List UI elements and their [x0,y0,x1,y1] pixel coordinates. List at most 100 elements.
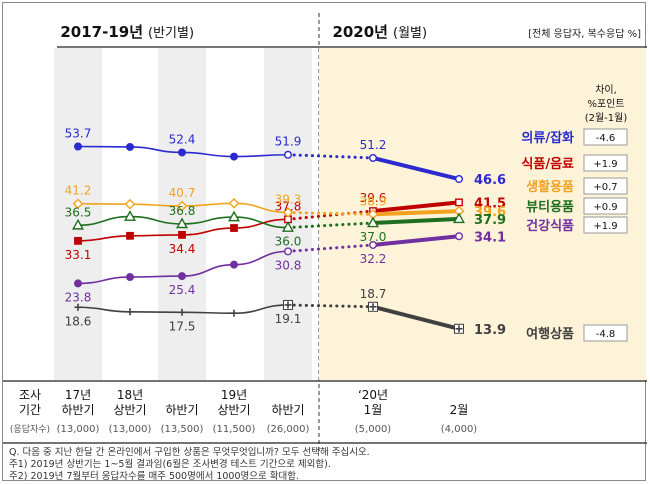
diff-box [583,154,628,172]
data-label: 51.2 [360,138,387,152]
series-monthly-line [372,156,460,181]
series-monthly-line [372,200,460,214]
data-point [230,224,238,232]
diff-box [583,324,628,342]
data-label: 36.5 [65,205,92,219]
data-label: 18.7 [360,287,387,301]
data-label: 40.7 [169,186,196,200]
data-point [126,308,134,316]
footnote-1: 주1) 2019년 상반기는 1~5월 결과임(6월은 조사변경 테스트 기간으… [9,458,331,470]
data-point [177,272,186,281]
data-point [282,221,294,232]
data-point [125,273,134,282]
data-label: 23.8 [65,290,92,304]
data-point [73,279,82,288]
x-tick-label: 상반기 [113,403,146,417]
data-label: 33.1 [65,248,92,262]
data-point [455,175,464,184]
sample-size: (11,500) [213,424,256,435]
x-axis-title-line2: 기간 [19,403,41,417]
data-label: 19.1 [275,312,302,326]
data-point [284,247,293,256]
sample-size: (13,000) [109,424,152,435]
period2-title: 2020년 [332,23,388,41]
diff-value: +1.9 [593,159,617,170]
x-axis-sample-title: (응답자수) [10,423,50,435]
legend-series-name: 건강식품 [526,218,574,234]
data-point [230,309,238,317]
data-label: 17.5 [169,319,196,333]
diff-header-line3: (2월-1월) [585,112,628,124]
data-label: 52.4 [169,132,196,146]
data-point [124,198,136,210]
legend-series-name: 의류/잡화 [521,130,574,146]
data-point [455,198,463,207]
data-label: 37.8 [275,199,302,213]
series-gap-dots [286,303,375,309]
data-point [228,210,240,222]
diff-box [583,197,628,215]
data-label: 39.6 [474,205,506,220]
data-label: 41.2 [65,184,92,198]
data-point [455,232,464,241]
data-label: 37.9 [474,213,506,228]
x-tick-label: 18년 [117,388,143,402]
data-point [282,207,294,218]
diff-value: -4.8 [596,329,616,340]
data-label: 25.4 [169,283,196,297]
series-gap-dots [286,210,375,216]
data-label: 46.6 [474,173,506,188]
data-label: 51.9 [275,135,302,149]
data-point [369,240,378,249]
data-point [73,142,82,151]
data-point [229,152,238,161]
series-legend: 의류/잡화 -4.6 식품/음료 +1.9 생활용품 +0.7 뷰티용품 +0.9 건강식품 +1… [521,128,628,342]
diff-value: -4.6 [596,133,616,144]
data-point [178,308,186,316]
sample-size: (4,000) [441,424,478,435]
series-gap-dots [286,243,375,253]
data-label: 30.8 [275,258,302,272]
data-label: 36.0 [275,235,302,249]
data-point [368,301,378,312]
scope-note: [전체 응답자, 복수응답 %] [528,28,641,40]
column-band [158,48,206,380]
sample-size: (13,000) [57,424,100,435]
data-label: 34.1 [474,230,506,245]
legend-series-name: 생활용품 [526,179,574,195]
data-label: 36.8 [169,204,196,218]
data-point [177,148,186,157]
data-label: 39.3 [275,192,302,206]
footnote-2: 주2) 2019년 7월부터 응답자수를 매주 500명에서 1000명으로 확… [9,470,299,482]
x-tick-label: 하반기 [61,403,94,417]
data-label: 32.2 [360,252,387,266]
data-point [367,216,379,228]
diff-header-line1: 차이, [595,84,617,96]
data-point [74,303,82,311]
data-label: 18.6 [65,314,92,328]
data-labels: 53.7 52.4 51.9 51.246.633.1 34.437.839.6 41.5… [65,126,506,337]
data-point [125,142,134,151]
footnote-question: Q. 다음 중 지난 한달 간 온라인에서 구입한 상품은 무엇무엇입니까? 모… [9,446,370,458]
data-point [124,210,136,221]
series-gap-dots [286,209,375,221]
series-monthly-line [372,209,460,217]
legend-series-name: 식품/음료 [521,156,574,172]
data-point [284,150,293,159]
x-axis-title-line1: 조사 [19,388,41,402]
sample-size: (5,000) [355,424,392,435]
legend-series-name: 여행상품 [526,326,574,342]
x-tick-label: 19년 [221,388,247,402]
data-point [72,198,84,210]
data-point [369,153,378,162]
diff-box [583,216,628,234]
x-tick-label: 17년 [65,388,91,402]
diff-header-line2: %포인트 [587,98,624,110]
x-tick-label: 1월 [364,403,383,417]
x-tick-label: 하반기 [165,403,198,417]
data-point [178,230,186,239]
online-purchase-chart: 2017-19년 (반기별) 2020년 (월별) [전체 응답자, 복수응답 … [3,13,647,482]
series-markers [72,142,465,334]
